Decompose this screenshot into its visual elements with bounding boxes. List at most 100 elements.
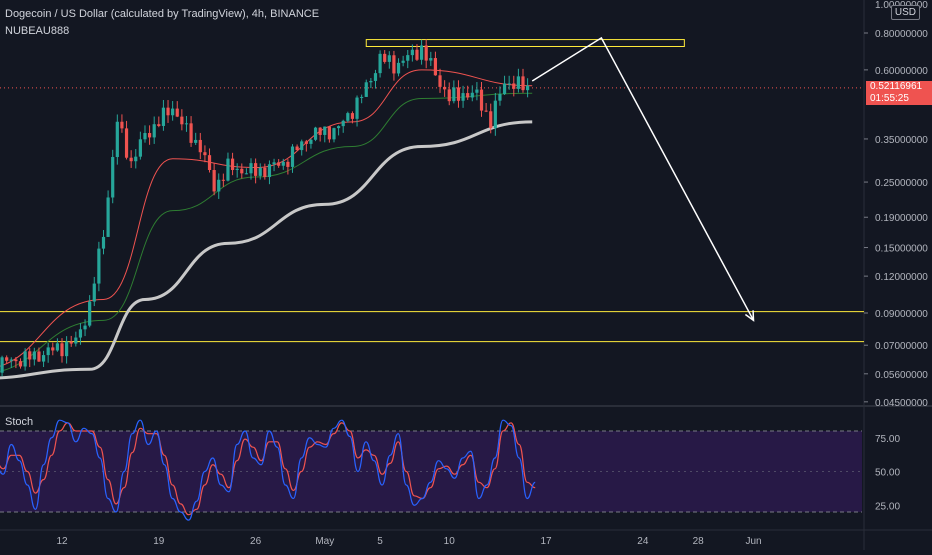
candle-up bbox=[0, 357, 4, 373]
candle-up bbox=[9, 359, 13, 361]
author-label: NUBEAU888 bbox=[5, 25, 70, 37]
candle-down bbox=[484, 110, 488, 112]
candle-up bbox=[396, 62, 401, 74]
candle-down bbox=[230, 158, 235, 170]
time-tick-label: 26 bbox=[250, 536, 262, 547]
candle-up bbox=[74, 337, 78, 344]
candle-down bbox=[18, 361, 23, 367]
candle-up bbox=[41, 355, 46, 362]
price-tick-label: 0.60000000 bbox=[875, 66, 928, 77]
candle-down bbox=[203, 152, 207, 156]
candle-down bbox=[433, 58, 438, 76]
candle-down bbox=[350, 113, 355, 119]
price-tick-label: 0.05600000 bbox=[875, 370, 928, 381]
candle-up bbox=[341, 120, 345, 127]
candle-up bbox=[498, 94, 502, 101]
time-tick-label: 28 bbox=[693, 536, 705, 547]
candle-down bbox=[479, 89, 484, 111]
candle-up bbox=[78, 329, 83, 338]
candle-down bbox=[175, 108, 179, 117]
candle-up bbox=[194, 139, 198, 143]
candle-up bbox=[493, 100, 497, 129]
candle-up bbox=[272, 162, 276, 165]
candle-down bbox=[69, 341, 73, 344]
candle-down bbox=[327, 126, 331, 140]
candle-down bbox=[521, 76, 525, 91]
price-tick-label: 0.07000000 bbox=[875, 341, 928, 352]
candle-down bbox=[277, 162, 281, 166]
candle-down bbox=[60, 343, 64, 357]
price-tick-label: 0.35000000 bbox=[875, 135, 928, 146]
candle-down bbox=[37, 351, 41, 362]
current-price-tag: 0.52116961 bbox=[866, 81, 932, 93]
moving-average-slow bbox=[0, 120, 533, 380]
candle-up bbox=[364, 82, 368, 97]
candle-up bbox=[387, 55, 391, 62]
candle-down bbox=[180, 116, 184, 125]
candle-down bbox=[189, 123, 193, 143]
candle-up bbox=[106, 197, 110, 237]
candle-up bbox=[410, 49, 414, 56]
candle-up bbox=[332, 128, 336, 140]
candle-up bbox=[369, 80, 373, 83]
candle-up bbox=[300, 141, 304, 151]
candle-up bbox=[244, 173, 248, 175]
candle-up bbox=[101, 236, 106, 249]
candle-up bbox=[526, 85, 530, 91]
candle-down bbox=[5, 357, 9, 361]
candle-up bbox=[267, 164, 272, 178]
candle-down bbox=[263, 167, 267, 178]
candle-up bbox=[23, 351, 27, 367]
candle-up bbox=[226, 158, 230, 181]
candle-up bbox=[355, 97, 359, 119]
stoch-tick-label: 75.00 bbox=[875, 434, 900, 445]
candle-up bbox=[97, 248, 101, 284]
chart-title: Dogecoin / US Dollar (calculated by Trad… bbox=[5, 8, 320, 20]
time-tick-label: 12 bbox=[56, 536, 68, 547]
price-tick-label: 0.19000000 bbox=[875, 213, 928, 224]
price-tick-label: 0.15000000 bbox=[875, 244, 928, 255]
candle-up bbox=[46, 347, 50, 356]
candle-up bbox=[152, 124, 156, 138]
candle-down bbox=[466, 93, 470, 98]
candle-down bbox=[120, 121, 124, 129]
candle-down bbox=[295, 146, 299, 151]
candle-up bbox=[88, 301, 92, 326]
candle-down bbox=[456, 87, 461, 101]
candle-down bbox=[424, 45, 428, 61]
time-tick-label: May bbox=[315, 536, 334, 547]
time-tick-label: 5 bbox=[377, 536, 383, 547]
time-tick-label: 19 bbox=[153, 536, 165, 547]
candle-up bbox=[111, 157, 115, 198]
candle-down bbox=[147, 133, 152, 138]
candle-up bbox=[32, 351, 36, 360]
price-pane bbox=[0, 0, 864, 405]
candle-up bbox=[373, 73, 378, 81]
candle-down bbox=[438, 75, 442, 87]
candle-up bbox=[461, 93, 465, 101]
candle-down bbox=[240, 168, 244, 174]
candle-up bbox=[83, 325, 87, 330]
candle-down bbox=[318, 127, 322, 135]
candle-up bbox=[65, 341, 69, 357]
candle-up bbox=[115, 121, 119, 158]
candle-down bbox=[198, 139, 202, 153]
candle-down bbox=[207, 155, 212, 171]
candle-up bbox=[309, 139, 313, 144]
candle-down bbox=[415, 49, 419, 60]
candle-up bbox=[429, 58, 433, 61]
price-tick-label: 0.04500000 bbox=[875, 398, 928, 409]
candle-down bbox=[443, 86, 447, 90]
candle-down bbox=[254, 163, 258, 176]
currency-button[interactable]: USD bbox=[890, 5, 920, 20]
candle-up bbox=[171, 108, 175, 116]
candle-down bbox=[383, 53, 387, 62]
time-tick-label: 24 bbox=[637, 536, 649, 547]
projection-path bbox=[531, 36, 755, 321]
candle-up bbox=[452, 87, 456, 102]
indicator-label: Stoch bbox=[5, 416, 34, 428]
candle-down bbox=[129, 157, 133, 162]
price-tick-label: 0.09000000 bbox=[875, 309, 928, 320]
